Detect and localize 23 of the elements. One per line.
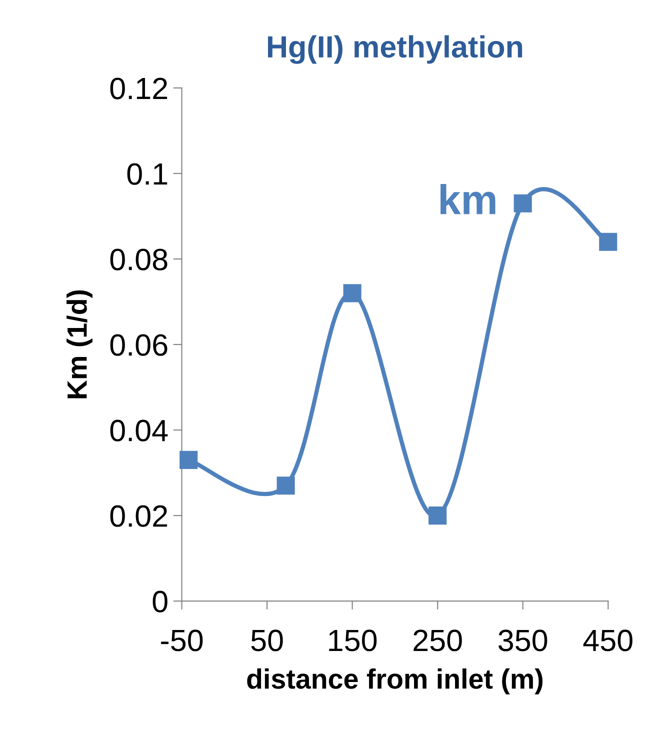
point	[514, 194, 532, 212]
x-tick-label: 350	[498, 630, 548, 652]
point	[343, 284, 362, 302]
y-tick-label: 0.08	[110, 248, 168, 270]
y-tick-label: 0.1	[127, 163, 168, 185]
y-tick-label: 0.04	[110, 420, 168, 442]
y-tick-label: 0.12	[110, 78, 168, 100]
y-tick-label: 0	[152, 590, 168, 612]
series-label: km	[440, 184, 496, 214]
x-tick-label: 50	[251, 630, 283, 652]
x-axis-title: distance from inlet (m)	[247, 668, 543, 694]
x-tick-label: 450	[583, 630, 632, 652]
chart-title: Hg(II) methylation	[268, 35, 522, 64]
x-tick-label: 250	[414, 630, 462, 652]
point	[599, 232, 618, 251]
y-tick-label: 0.06	[110, 334, 168, 356]
y-tick-label: 0.02	[110, 505, 168, 527]
x-tick-label: 150	[329, 630, 377, 652]
y-axis-title: Km (1/d)	[66, 290, 92, 398]
point	[276, 476, 295, 495]
point	[180, 450, 198, 469]
x-tick-label: -50	[161, 630, 203, 652]
point	[428, 506, 447, 525]
